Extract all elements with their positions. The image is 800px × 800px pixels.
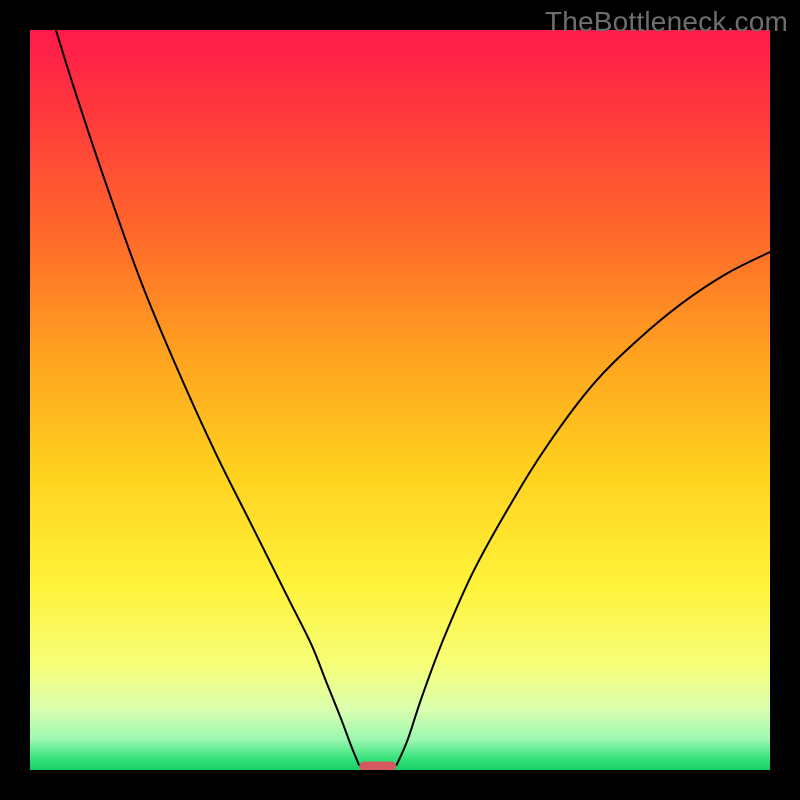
plot-area xyxy=(30,30,770,771)
gradient-background xyxy=(30,30,770,770)
watermark-text: TheBottleneck.com xyxy=(545,6,788,38)
minimum-marker xyxy=(359,761,396,771)
chart-canvas xyxy=(0,0,800,800)
